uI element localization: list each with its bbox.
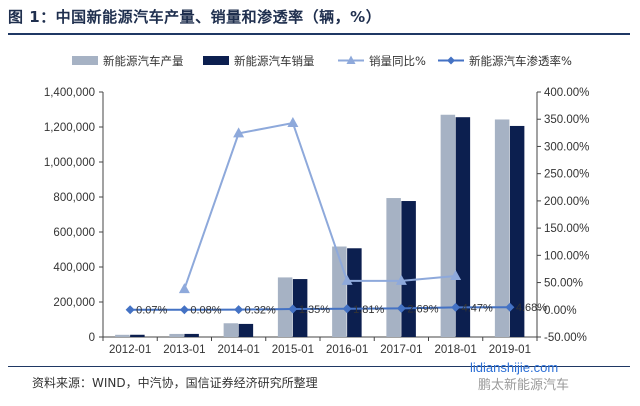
title-divider	[8, 33, 630, 35]
right-tick-label: 100.00%	[544, 250, 589, 262]
right-tick-label: -50.00%	[544, 332, 587, 344]
right-tick-label: 250.00%	[544, 169, 589, 181]
legend-swatch	[72, 56, 98, 65]
bar-sales	[238, 323, 254, 337]
bar-sales	[184, 333, 199, 337]
bar-sales	[401, 201, 416, 337]
left-tick-label: 1,200,000	[44, 122, 95, 134]
x-tick-label: 2019-01	[489, 344, 531, 356]
bar-production	[277, 277, 293, 337]
left-tick-label: 1,400,000	[44, 87, 95, 99]
penetration-data-label: 0.32%	[245, 305, 276, 317]
right-tick-label: 50.00%	[544, 278, 583, 290]
yoy-growth-point	[341, 274, 353, 285]
bar-production	[223, 323, 239, 337]
watermark-url: lidianshijie.com	[470, 360, 559, 375]
penetration-point	[396, 303, 406, 313]
x-tick-label: 2016-01	[326, 344, 368, 356]
bar-production	[494, 119, 510, 337]
bar-sales	[130, 334, 145, 337]
bar-production	[440, 114, 456, 337]
left-tick-label: 400,000	[53, 262, 95, 274]
yoy-growth-line	[183, 121, 456, 290]
right-tick-label: 0.00%	[544, 305, 577, 317]
right-tick-label: 350.00%	[544, 114, 589, 126]
bar-sales	[509, 125, 525, 337]
legend-label: 新能源汽车产量	[103, 54, 184, 68]
penetration-data-label: 2.69%	[407, 303, 438, 315]
right-tick-label: 400.00%	[544, 87, 589, 99]
penetration-point	[505, 302, 515, 312]
bar-production	[115, 334, 130, 337]
penetration-point	[288, 304, 298, 314]
legend-swatch	[203, 56, 229, 65]
penetration-point	[179, 305, 189, 315]
penetration-point	[342, 304, 352, 314]
legend-marker	[447, 56, 455, 65]
chart-title: 图 1：中国新能源汽车产量、销量和渗透率（辆，%）	[8, 8, 382, 26]
right-tick-label: 300.00%	[544, 141, 589, 153]
penetration-line	[130, 306, 510, 311]
penetration-point	[451, 302, 461, 312]
x-tick-label: 2017-01	[380, 344, 422, 356]
legend-marker	[346, 55, 356, 64]
bar-production	[169, 333, 184, 337]
penetration-data-label: 4.68%	[516, 302, 547, 314]
penetration-data-label: 1.35%	[299, 304, 330, 316]
penetration-point	[234, 305, 244, 315]
legend-label: 销量同比%	[369, 54, 426, 68]
yoy-growth-point	[450, 270, 462, 281]
x-tick-label: 2015-01	[272, 344, 314, 356]
chart-canvas: 0 200,000 400,000 600,000 800,000 1,000,000 1,…	[44, 54, 590, 356]
yoy-growth-point	[178, 283, 190, 294]
left-tick-label: 600,000	[53, 227, 95, 239]
right-tick-label: 200.00%	[544, 196, 589, 208]
yoy-growth-point	[395, 274, 407, 285]
bar-production	[386, 198, 401, 337]
legend-label: 新能源汽车渗透率%	[469, 54, 572, 68]
x-tick-label: 2014-01	[218, 344, 260, 356]
left-tick-label: 1,000,000	[44, 157, 95, 169]
penetration-data-label: 0.07%	[136, 305, 167, 317]
left-tick-label: 0	[89, 332, 95, 344]
bar-sales	[455, 117, 471, 337]
footer-divider	[8, 366, 630, 367]
legend-label: 新能源汽车销量	[234, 54, 315, 68]
penetration-point	[125, 305, 135, 315]
right-tick-label: 150.00%	[544, 223, 589, 235]
penetration-data-label: 0.08%	[190, 305, 221, 317]
left-tick-label: 800,000	[53, 192, 95, 204]
x-tick-label: 2018-01	[435, 344, 477, 356]
penetration-data-label: 1.81%	[353, 304, 384, 316]
left-tick-label: 200,000	[53, 297, 95, 309]
penetration-data-label: 4.47%	[462, 302, 493, 314]
x-tick-label: 2013-01	[163, 344, 205, 356]
x-tick-label: 2012-01	[109, 344, 151, 356]
bar-sales	[347, 248, 362, 337]
yoy-growth-point	[233, 127, 245, 138]
source-note: 资料来源：WIND，中汽协，国信证券经济研究所整理	[32, 376, 318, 390]
yoy-growth-point	[287, 117, 299, 128]
watermark-brand: 鹏太新能源汽车	[478, 378, 570, 393]
